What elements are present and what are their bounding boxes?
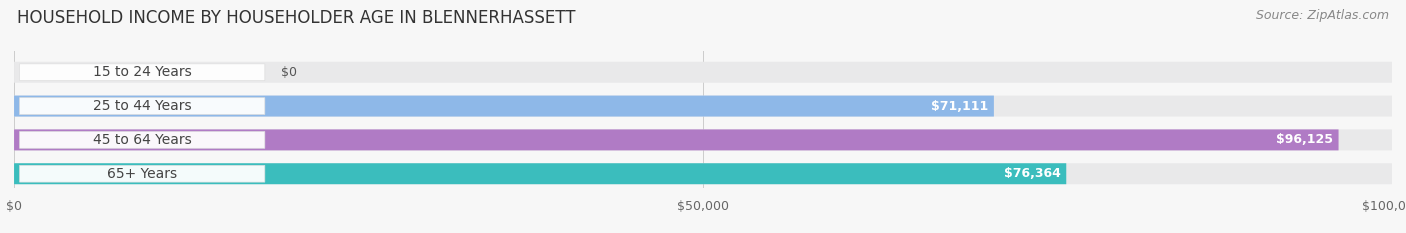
FancyBboxPatch shape bbox=[14, 96, 1392, 116]
Text: 15 to 24 Years: 15 to 24 Years bbox=[93, 65, 191, 79]
Text: 25 to 44 Years: 25 to 44 Years bbox=[93, 99, 191, 113]
FancyBboxPatch shape bbox=[20, 165, 264, 182]
FancyBboxPatch shape bbox=[14, 163, 1066, 184]
Text: HOUSEHOLD INCOME BY HOUSEHOLDER AGE IN BLENNERHASSETT: HOUSEHOLD INCOME BY HOUSEHOLDER AGE IN B… bbox=[17, 9, 575, 27]
Text: $0: $0 bbox=[281, 66, 297, 79]
Text: $71,111: $71,111 bbox=[931, 99, 988, 113]
FancyBboxPatch shape bbox=[14, 163, 1392, 184]
Text: 65+ Years: 65+ Years bbox=[107, 167, 177, 181]
FancyBboxPatch shape bbox=[14, 129, 1339, 150]
FancyBboxPatch shape bbox=[14, 96, 994, 116]
FancyBboxPatch shape bbox=[20, 98, 264, 114]
Text: $96,125: $96,125 bbox=[1277, 134, 1333, 146]
FancyBboxPatch shape bbox=[20, 64, 264, 81]
FancyBboxPatch shape bbox=[14, 129, 1392, 150]
Text: 45 to 64 Years: 45 to 64 Years bbox=[93, 133, 191, 147]
Text: $76,364: $76,364 bbox=[1004, 167, 1060, 180]
FancyBboxPatch shape bbox=[14, 62, 1392, 83]
FancyBboxPatch shape bbox=[20, 131, 264, 148]
Text: Source: ZipAtlas.com: Source: ZipAtlas.com bbox=[1256, 9, 1389, 22]
